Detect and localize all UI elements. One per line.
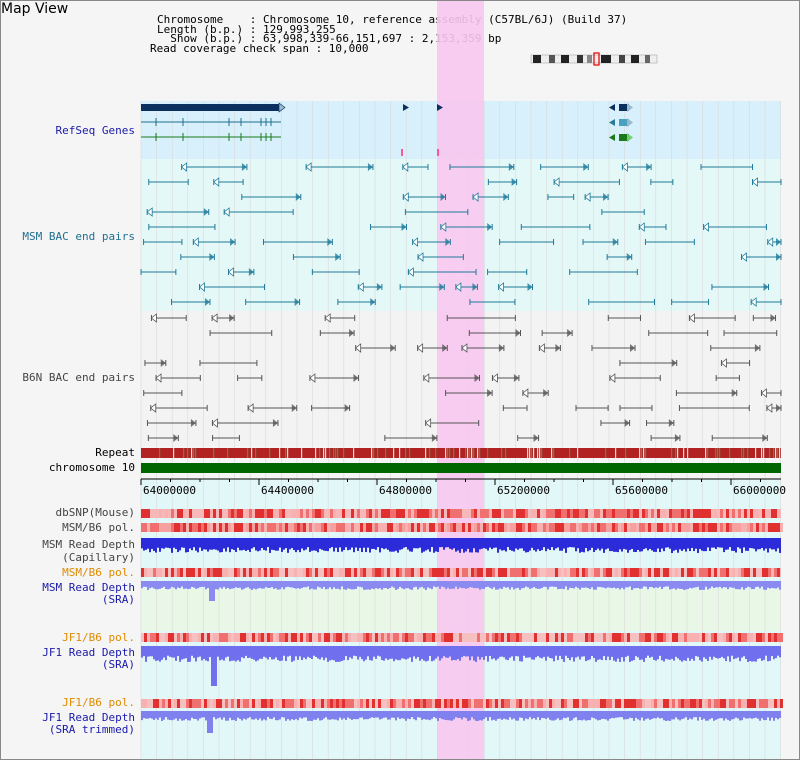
chromosome-bar [141, 463, 781, 473]
jf1-pol-heat-track [141, 633, 783, 642]
msm-pol-heat-track [141, 523, 783, 532]
refseq-label[interactable]: RefSeq Genes [55, 124, 135, 137]
svg-text:65600000: 65600000 [615, 484, 668, 497]
svg-text:64800000: 64800000 [379, 484, 432, 497]
svg-text:66000000: 66000000 [733, 484, 786, 497]
jf1-depth-sra-track [141, 646, 781, 686]
jf1-depth-sra-label-2: (SRA) [101, 658, 135, 671]
msm-depth-cap-label-1: MSM Read Depth [42, 538, 135, 551]
msm-depth-sra-label-2: (SRA) [101, 593, 135, 606]
msm-depth-sra-label-1: MSM Read Depth [42, 581, 135, 594]
svg-text:64000000: 64000000 [143, 484, 196, 497]
coverage-span-info: Read coverage check span : 10,000 [150, 42, 369, 55]
jf1-pol-label-2: JF1/B6 pol. [62, 696, 135, 709]
repeat-label: Repeat [95, 446, 135, 459]
msm-depth-cap-label-2: (Capillary) [62, 551, 135, 564]
dbsnp-label: dbSNP(Mouse) [55, 506, 135, 519]
msm-depth-capillary-track [141, 538, 781, 553]
jf1-pol-heat-track-2 [141, 699, 783, 708]
msm-pol-label-2: MSM/B6 pol. [62, 566, 135, 579]
coordinate-axis: 64000000 64400000 64800000 65200000 65600000… [140, 479, 786, 497]
chromosome-label: chromosome 10 [48, 461, 135, 474]
msm-pol-heat-track-2 [141, 568, 781, 577]
jf1-pol-label: JF1/B6 pol. [62, 631, 135, 644]
chromosome-ideogram-icon [530, 52, 658, 66]
jf1-depth-trimmed-track [141, 711, 781, 733]
jf1-depth-sra-label-1: JF1 Read Depth [42, 646, 135, 659]
msm-bac-track [140, 162, 782, 307]
refseq-genes-track [141, 102, 633, 156]
svg-text:65200000: 65200000 [497, 484, 550, 497]
jf1-depth-trim-label-1: JF1 Read Depth [42, 711, 135, 724]
svg-text:64400000: 64400000 [261, 484, 314, 497]
b6n-bac-track [143, 313, 782, 442]
dbsnp-heat-track [141, 509, 781, 518]
msm-bac-label[interactable]: MSM BAC end pairs [22, 230, 135, 243]
msm-pol-label: MSM/B6 pol. [62, 521, 135, 534]
b6n-bac-label[interactable]: B6N BAC end pairs [22, 371, 135, 384]
jf1-depth-trim-label-2: (SRA trimmed) [48, 723, 135, 736]
msm-depth-sra-track [141, 581, 781, 601]
page-title: Map View [1, 1, 69, 17]
repeat-track [141, 448, 781, 458]
length-info: Length (b.p.) : 129,993,255 [157, 23, 336, 36]
